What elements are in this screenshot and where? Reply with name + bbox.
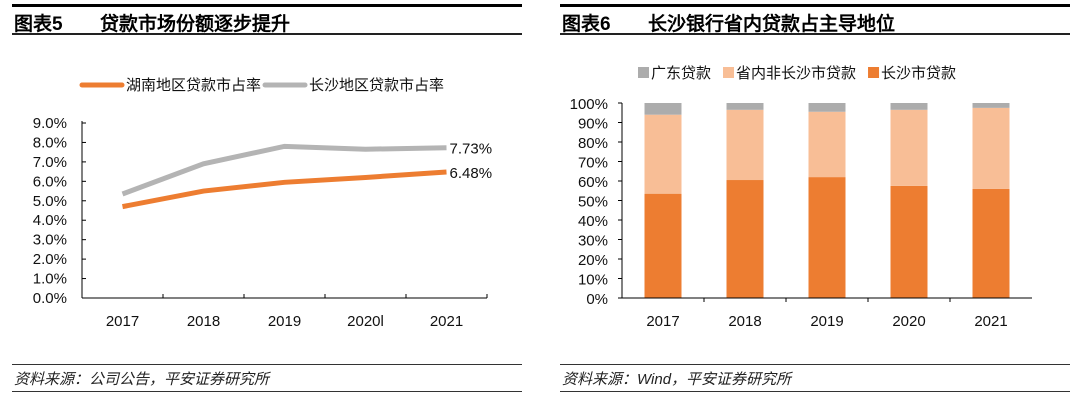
y-tick-label: 60% (578, 174, 608, 191)
bottom-rule (12, 391, 522, 392)
bottom-rule (560, 391, 1070, 392)
x-tick-label: 2019 (268, 313, 301, 330)
y-tick-label: 40% (578, 213, 608, 230)
x-tick-label: 2021 (430, 313, 463, 330)
x-tick-label: 2021 (974, 313, 1007, 330)
bar-segment (890, 185, 928, 298)
end-label: 6.48% (450, 165, 493, 182)
y-tick-label: 50% (578, 194, 608, 211)
figure-title: 图表6 长沙银行省内贷款占主导地位 (562, 9, 895, 36)
legend-label: 长沙地区贷款市占率 (309, 77, 444, 94)
x-tick-label: 2020 (892, 313, 925, 330)
bar-segment (890, 109, 928, 186)
bar-segment (726, 109, 764, 181)
series-line (121, 143, 447, 197)
y-tick-label: 4.0% (33, 212, 67, 229)
y-tick-label: 90% (578, 116, 608, 133)
x-tick-label: 2017 (646, 313, 679, 330)
source-rule (560, 364, 1070, 365)
y-tick-label: 5.0% (33, 193, 67, 210)
legend-label: 湖南地区贷款市占率 (126, 77, 261, 94)
figure-6-panel: 图表6 长沙银行省内贷款占主导地位 资料来源：Wind，平安证券研究所 (560, 0, 1070, 404)
y-tick-label: 70% (578, 155, 608, 172)
y-tick-label: 3.0% (33, 232, 67, 249)
legend-swatch (638, 67, 649, 78)
figure-title: 图表5 贷款市场份额逐步提升 (14, 9, 290, 36)
x-tick-label: 2017 (106, 313, 139, 330)
bar-segment (644, 193, 682, 298)
end-label: 7.73% (450, 141, 493, 158)
legend-label: 长沙市贷款 (881, 65, 956, 82)
bar-segment (726, 103, 764, 110)
y-tick-label: 9.0% (33, 115, 67, 132)
y-tick-label: 7.0% (33, 154, 67, 171)
figure-title-text: 贷款市场份额逐步提升 (100, 14, 291, 35)
source-text: 资料来源：公司公告，平安证券研究所 (14, 371, 270, 388)
y-tick-label: 30% (578, 233, 608, 250)
x-tick-label: 2018 (728, 313, 761, 330)
figure-title-text: 长沙银行省内贷款占主导地位 (648, 14, 896, 35)
y-tick-label: 0.0% (33, 290, 67, 307)
title-rule (560, 33, 1070, 35)
bar-segment (808, 103, 846, 112)
figure-5-panel: 图表5 贷款市场份额逐步提升 资料来源：公司公告，平安证券研究所 (12, 0, 522, 404)
legend-swatch (868, 67, 880, 78)
figure-number: 图表5 (14, 14, 63, 35)
legend-label: 广东贷款 (651, 65, 711, 82)
bar-segment (890, 103, 928, 110)
y-tick-label: 80% (578, 135, 608, 152)
bar-segment (972, 103, 1010, 108)
figure-number: 图表6 (562, 14, 611, 35)
bar-segment (972, 188, 1010, 298)
bar-segment (726, 180, 764, 298)
source-text: 资料来源：Wind，平安证券研究所 (562, 371, 792, 388)
bar-segment (808, 111, 846, 178)
y-tick-label: 2.0% (33, 251, 67, 268)
top-rule (12, 4, 522, 7)
bar-segment (972, 107, 1010, 189)
y-tick-label: 10% (578, 272, 608, 289)
legend-label: 省内非长沙市贷款 (736, 65, 856, 82)
y-tick-label: 8.0% (33, 134, 67, 151)
y-tick-label: 100% (570, 96, 608, 113)
y-tick-label: 20% (578, 252, 608, 269)
bar-segment (644, 114, 682, 194)
x-tick-label: 2020l (347, 313, 384, 330)
legend-swatch (723, 67, 735, 78)
source-rule (12, 364, 522, 365)
y-tick-label: 6.0% (33, 173, 67, 190)
x-tick-label: 2018 (187, 313, 220, 330)
bar-segment (808, 177, 846, 298)
x-tick-label: 2019 (810, 313, 843, 330)
y-tick-label: 1.0% (33, 271, 67, 288)
y-tick-label: 0% (586, 291, 608, 308)
bar-segment (644, 103, 682, 115)
top-rule (560, 4, 1070, 7)
series-line (122, 169, 447, 210)
title-rule (12, 33, 522, 35)
